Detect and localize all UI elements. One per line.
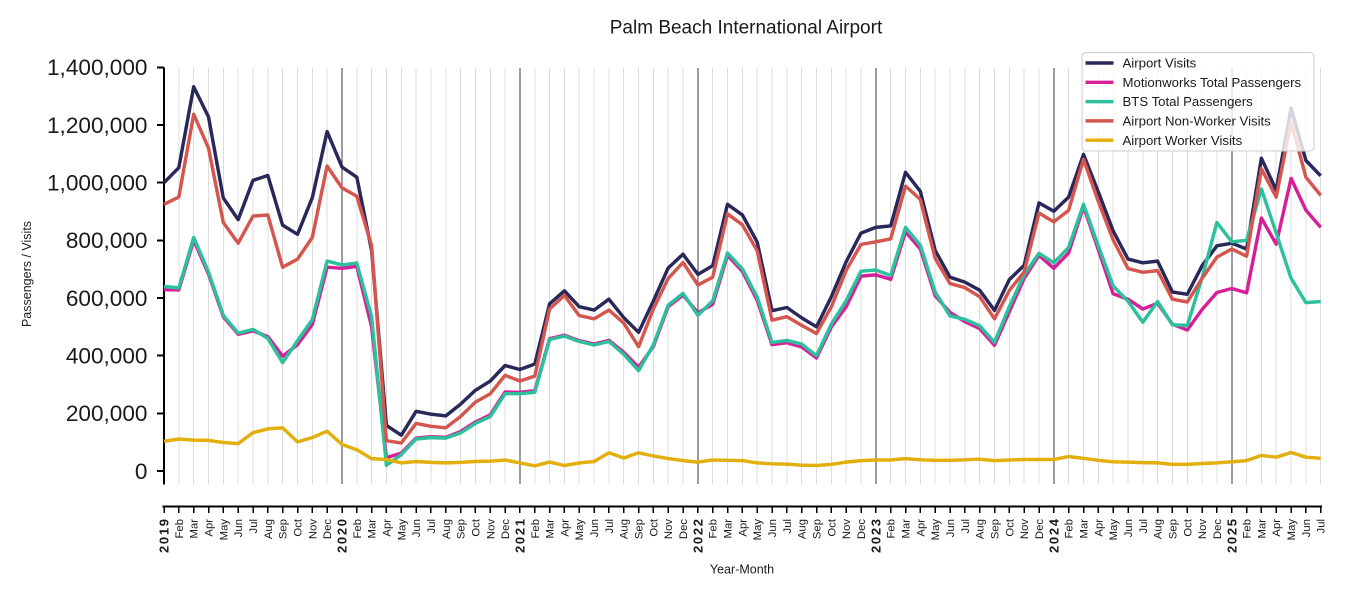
svg-text:May: May [574, 519, 586, 541]
svg-text:Jul: Jul [248, 519, 260, 533]
svg-text:Year-Month: Year-Month [710, 563, 774, 577]
svg-text:200,000: 200,000 [66, 401, 148, 426]
svg-text:Apr: Apr [1093, 519, 1105, 537]
svg-text:Jul: Jul [960, 519, 972, 533]
svg-text:Apr: Apr [381, 519, 393, 537]
svg-text:2019: 2019 [157, 519, 172, 553]
svg-text:May: May [218, 519, 230, 541]
svg-text:Mar: Mar [1079, 519, 1091, 539]
svg-text:Mar: Mar [901, 519, 913, 539]
svg-text:1,400,000: 1,400,000 [47, 55, 148, 80]
svg-text:Nov: Nov [1197, 519, 1209, 539]
svg-text:Nov: Nov [307, 519, 319, 539]
svg-text:1,200,000: 1,200,000 [47, 113, 148, 138]
svg-text:Jun: Jun [589, 519, 601, 537]
svg-text:2023: 2023 [868, 519, 883, 553]
svg-text:Sep: Sep [1167, 519, 1179, 539]
svg-text:400,000: 400,000 [66, 343, 148, 368]
svg-text:Feb: Feb [886, 519, 898, 538]
svg-text:Oct: Oct [1004, 518, 1016, 536]
svg-text:Feb: Feb [530, 519, 542, 538]
svg-text:Sep: Sep [278, 519, 290, 539]
svg-text:Nov: Nov [841, 519, 853, 539]
svg-text:Oct: Oct [1182, 518, 1194, 536]
svg-text:Jul: Jul [426, 519, 438, 533]
svg-text:Jun: Jun [411, 519, 423, 537]
svg-text:Aug: Aug [975, 519, 987, 539]
svg-text:Passengers / Visits: Passengers / Visits [20, 221, 34, 327]
svg-text:2022: 2022 [691, 519, 706, 553]
svg-text:Palm Beach International Airpo: Palm Beach International Airport [610, 18, 883, 39]
svg-text:Dec: Dec [1034, 519, 1046, 539]
svg-text:Mar: Mar [1256, 519, 1268, 539]
svg-text:Feb: Feb [1242, 519, 1254, 538]
svg-text:Jun: Jun [767, 519, 779, 537]
svg-text:Aug: Aug [441, 519, 453, 539]
svg-text:May: May [396, 519, 408, 541]
svg-text:2025: 2025 [1224, 519, 1239, 553]
svg-text:Feb: Feb [1064, 519, 1076, 538]
svg-text:Dec: Dec [856, 519, 868, 539]
svg-text:Oct: Oct [293, 518, 305, 536]
svg-text:Sep: Sep [456, 519, 468, 539]
svg-text:600,000: 600,000 [66, 286, 148, 311]
svg-text:Oct: Oct [826, 518, 838, 536]
svg-text:Motionworks Total Passengers: Motionworks Total Passengers [1123, 75, 1302, 90]
svg-text:May: May [1108, 519, 1120, 541]
svg-text:Jun: Jun [1123, 519, 1135, 537]
svg-text:May: May [930, 519, 942, 541]
svg-text:Dec: Dec [322, 519, 334, 539]
svg-text:Dec: Dec [500, 519, 512, 539]
svg-text:Dec: Dec [678, 519, 690, 539]
svg-text:Apr: Apr [915, 519, 927, 537]
svg-text:Dec: Dec [1212, 519, 1224, 539]
svg-text:Nov: Nov [663, 519, 675, 539]
svg-text:Oct: Oct [470, 518, 482, 536]
svg-text:Jul: Jul [1138, 519, 1150, 533]
svg-text:Sep: Sep [634, 519, 646, 539]
svg-text:Aug: Aug [1153, 519, 1165, 539]
svg-text:Feb: Feb [708, 519, 720, 538]
svg-text:Jun: Jun [233, 519, 245, 537]
svg-text:Jun: Jun [945, 519, 957, 537]
svg-text:Apr: Apr [737, 519, 749, 537]
svg-text:Mar: Mar [367, 519, 379, 539]
svg-text:1,000,000: 1,000,000 [47, 170, 148, 195]
svg-text:Aug: Aug [263, 519, 275, 539]
svg-text:Mar: Mar [189, 519, 201, 539]
svg-text:Jun: Jun [1301, 519, 1313, 537]
svg-text:Jul: Jul [1316, 519, 1328, 533]
svg-text:BTS Total Passengers: BTS Total Passengers [1123, 94, 1254, 109]
svg-text:Aug: Aug [619, 519, 631, 539]
svg-text:2021: 2021 [513, 519, 528, 553]
svg-text:Apr: Apr [559, 519, 571, 537]
svg-text:2020: 2020 [335, 519, 350, 553]
svg-text:Nov: Nov [1019, 519, 1031, 539]
svg-text:Apr: Apr [1271, 519, 1283, 537]
svg-text:Jul: Jul [782, 519, 794, 533]
svg-text:Sep: Sep [812, 519, 824, 539]
svg-text:Mar: Mar [723, 519, 735, 539]
svg-text:Airport Visits: Airport Visits [1123, 56, 1197, 71]
svg-text:Feb: Feb [352, 519, 364, 538]
svg-text:Airport Worker Visits: Airport Worker Visits [1123, 133, 1243, 148]
svg-text:Apr: Apr [204, 519, 216, 537]
svg-text:Mar: Mar [545, 519, 557, 539]
svg-text:Jul: Jul [604, 519, 616, 533]
svg-text:Sep: Sep [990, 519, 1002, 539]
svg-text:Oct: Oct [648, 518, 660, 536]
svg-text:May: May [1286, 519, 1298, 541]
svg-text:Nov: Nov [485, 519, 497, 539]
svg-text:2024: 2024 [1046, 518, 1061, 553]
svg-text:May: May [752, 519, 764, 541]
svg-text:Feb: Feb [174, 519, 186, 538]
svg-text:800,000: 800,000 [66, 228, 148, 253]
svg-text:Airport Non-Worker Visits: Airport Non-Worker Visits [1123, 114, 1272, 129]
svg-text:0: 0 [135, 459, 148, 484]
svg-text:Aug: Aug [797, 519, 809, 539]
